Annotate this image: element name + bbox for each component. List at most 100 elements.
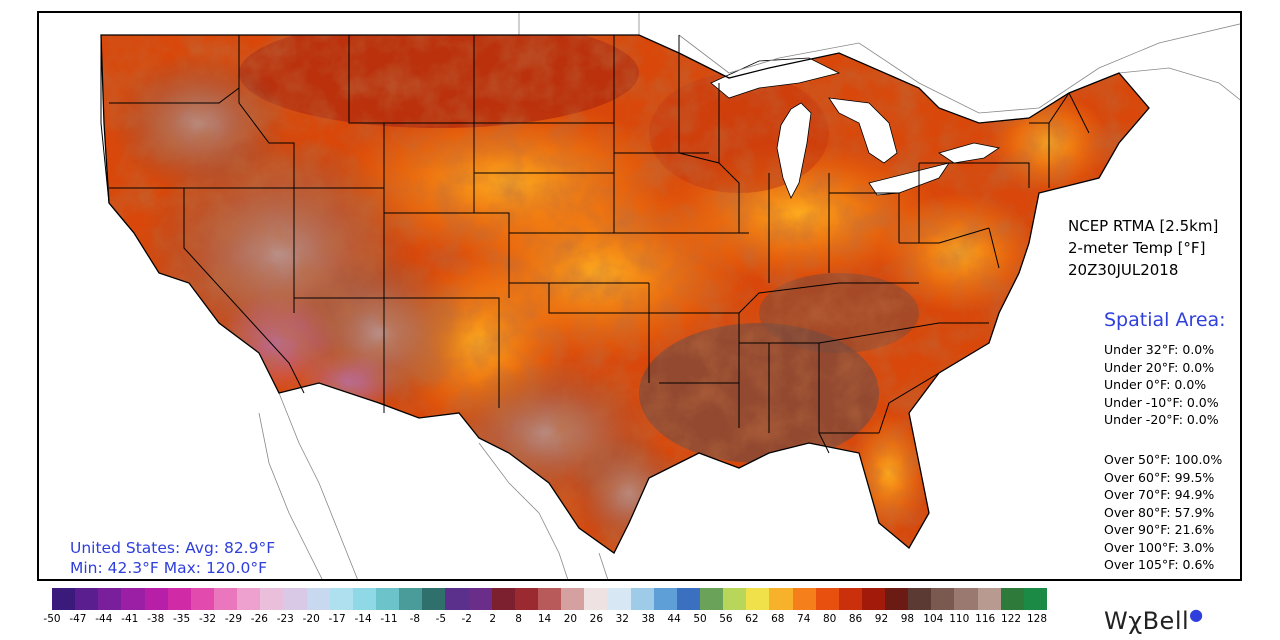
spatial-area-title: Spatial Area:	[1104, 309, 1226, 331]
color-swatch	[908, 588, 932, 610]
color-swatch	[630, 588, 654, 610]
under-stat: Under -20°F: 0.0%	[1104, 412, 1219, 427]
color-scale-label: 116	[975, 613, 996, 625]
summary-min-max: Min: 42.3°F Max: 120.0°F	[70, 559, 267, 577]
over-stat: Over 70°F: 94.9%	[1104, 487, 1215, 502]
color-scale-label: 86	[848, 613, 863, 625]
color-scale-label: 50	[693, 613, 707, 625]
color-swatch	[977, 588, 1001, 610]
color-swatch	[468, 588, 492, 610]
under-stat: Under 32°F: 0.0%	[1104, 342, 1215, 357]
color-swatch	[121, 588, 145, 610]
color-swatch	[861, 588, 886, 610]
color-scale-label: 92	[874, 613, 889, 625]
color-swatch	[676, 588, 700, 610]
temperature-map	[39, 13, 1240, 579]
color-swatch	[723, 588, 747, 610]
under-stat: Under 0°F: 0.0%	[1104, 377, 1207, 392]
color-swatch	[75, 588, 99, 610]
color-swatch	[283, 588, 307, 610]
color-swatch	[167, 588, 191, 610]
color-scale-label: 110	[949, 613, 970, 625]
color-scale-label: -38	[147, 613, 165, 625]
color-scale-label: 80	[822, 613, 837, 625]
color-scale-label: -29	[224, 613, 243, 625]
color-scale-labels: -50 -47 -44 -41 -38 -35 -32 -29 -26 -23 -20 -17 -14-…	[43, 613, 1048, 627]
under-stat: Under -10°F: 0.0%	[1104, 394, 1219, 410]
color-swatch	[792, 588, 816, 610]
color-scale-label: 62	[745, 613, 759, 625]
color-scale-label: 68	[771, 613, 785, 625]
over-stat: Over 60°F: 99.5%	[1104, 469, 1215, 485]
color-swatch	[954, 588, 978, 610]
color-scale-label: -14	[354, 613, 372, 625]
color-swatch	[815, 588, 839, 610]
color-scale-label: -2	[461, 613, 472, 625]
color-swatch	[653, 588, 677, 610]
brand-dot-icon: ●	[1189, 605, 1204, 624]
color-scale-label: 20	[563, 613, 578, 625]
over-stat: Over 100°F: 3.0%	[1104, 539, 1215, 555]
color-scale-label: -17	[328, 613, 346, 625]
color-swatch	[422, 588, 446, 610]
color-swatch	[561, 588, 585, 610]
color-swatch	[537, 588, 562, 610]
color-scale-label: -20	[302, 613, 320, 625]
color-swatch	[213, 588, 238, 610]
color-scale-label: 14	[537, 613, 552, 625]
color-swatch	[607, 588, 631, 610]
brand-logo: WχBell●	[1104, 605, 1204, 635]
summary-avg: United States: Avg: 82.9°F	[70, 539, 276, 557]
color-scale-label: -8	[409, 613, 421, 625]
over-stat: Over 105°F: 0.6%	[1104, 557, 1215, 572]
color-scale-label: 38	[641, 613, 655, 625]
valid-time: 20Z30JUL2018	[1068, 261, 1179, 279]
color-swatch	[491, 588, 515, 610]
color-swatch	[445, 588, 469, 610]
color-scale-label: -44	[95, 613, 113, 625]
color-scale-label: -47	[69, 613, 87, 625]
color-scale-label: 32	[615, 613, 629, 625]
color-swatch	[144, 588, 168, 610]
under-stats: Under 32°F: 0.0% Under 20°F: 0.0% Under …	[1104, 341, 1219, 429]
color-swatch	[352, 588, 376, 610]
product-model: NCEP RTMA [2.5km]	[1068, 217, 1219, 235]
state-borders	[100, 35, 1090, 454]
color-swatch	[375, 588, 400, 610]
over-stat: Over 90°F: 21.6%	[1104, 522, 1215, 537]
color-swatch	[1023, 588, 1048, 610]
color-swatch	[838, 588, 862, 610]
color-scale-label: -26	[250, 613, 268, 625]
color-scale-label: 98	[900, 613, 915, 625]
product-info: NCEP RTMA [2.5km] 2-meter Temp [°F] 20Z3…	[1068, 215, 1218, 281]
color-swatch	[237, 588, 261, 610]
color-swatch	[260, 588, 284, 610]
color-scale-bar	[52, 588, 1048, 610]
color-scale-label: -32	[198, 613, 217, 625]
country-outlines	[258, 13, 1240, 579]
color-swatch	[746, 588, 770, 610]
color-swatch	[98, 588, 122, 610]
color-swatch	[769, 588, 793, 610]
color-swatch	[584, 588, 608, 610]
color-scale-label: -5	[435, 613, 447, 625]
color-scale-label: -35	[173, 613, 191, 625]
color-swatch	[399, 588, 423, 610]
color-scale-label: -50	[43, 613, 61, 625]
color-swatch	[699, 588, 724, 610]
color-swatch	[931, 588, 955, 610]
over-stat: Over 80°F: 57.9%	[1104, 504, 1215, 520]
color-scale-label: 128	[1026, 613, 1048, 625]
color-scale-label: 104	[923, 613, 944, 625]
color-scale-label: -11	[380, 613, 398, 625]
color-scale-label: 2	[489, 613, 496, 625]
color-scale-label: 56	[719, 613, 733, 625]
color-scale-label: 44	[667, 613, 681, 625]
color-scale-label: 26	[589, 613, 604, 625]
great-lakes	[710, 57, 1001, 199]
color-swatch	[52, 588, 76, 610]
color-scale-label: -41	[121, 613, 139, 625]
color-swatch	[514, 588, 538, 610]
us-outline	[100, 34, 1150, 554]
color-scale-label: 8	[515, 613, 522, 625]
